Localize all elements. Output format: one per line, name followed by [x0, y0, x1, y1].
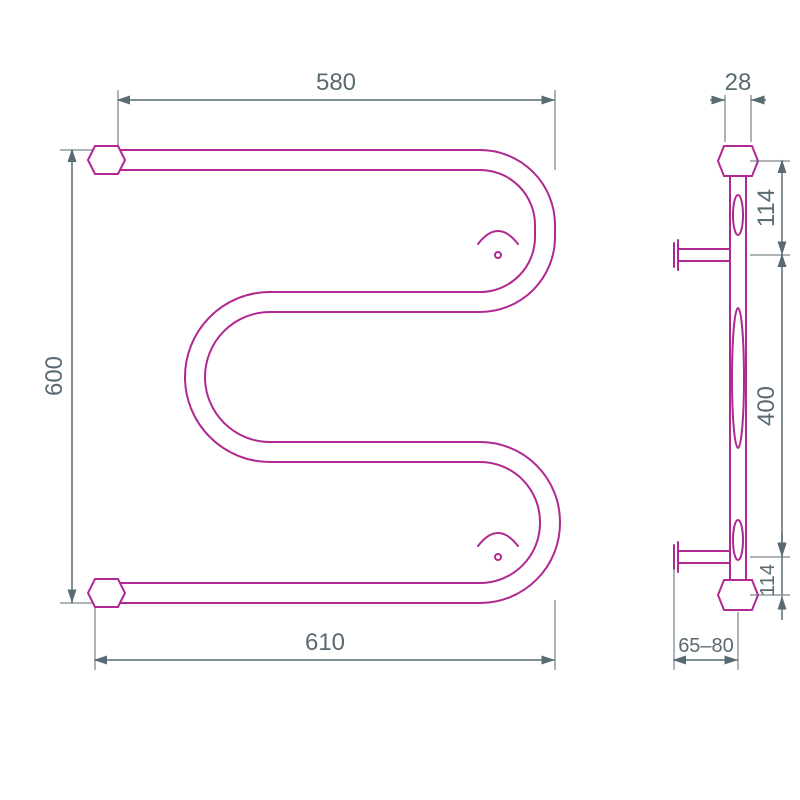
dim-label-nut: 28: [725, 69, 752, 96]
dim-label-top: 580: [316, 69, 356, 96]
side-bracket-bottom: [674, 542, 730, 572]
side-view: 28: [674, 69, 790, 670]
dim-label-bottom: 610: [305, 629, 345, 656]
mount-bracket-bottom: [478, 533, 518, 560]
dim-bottom-610: 610: [95, 600, 555, 670]
dim-label-depth: 65–80: [678, 635, 734, 657]
mount-bracket-top: [478, 231, 518, 258]
dim-label-height: 600: [41, 356, 68, 396]
dim-label-114a: 114: [753, 189, 780, 227]
hex-nut-top: [88, 146, 125, 174]
dim-left-600: 600: [41, 150, 130, 603]
dim-label-400: 400: [753, 386, 780, 426]
technical-drawing: 580 600 610: [0, 0, 800, 800]
hex-nut-bottom: [88, 579, 125, 607]
dim-label-114b: 114: [757, 564, 779, 596]
tube-inner: [118, 170, 540, 583]
side-bracket-top: [674, 240, 730, 270]
front-view: 580 600 610: [41, 69, 560, 670]
dim-top-580: 580: [118, 69, 555, 170]
